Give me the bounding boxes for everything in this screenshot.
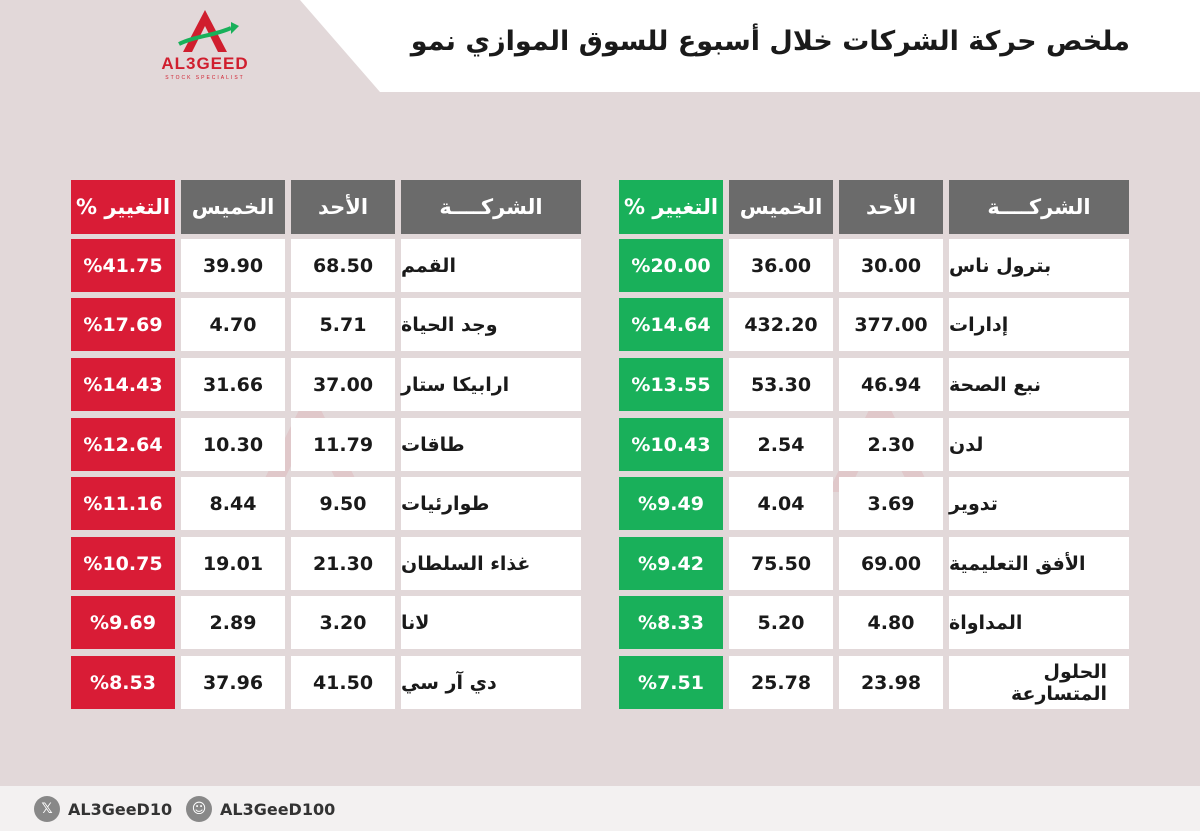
thursday-cell: 2.54 <box>729 418 833 471</box>
sunday-cell: 377.00 <box>839 298 943 351</box>
company-cell: المداواة <box>949 596 1129 649</box>
thursday-cell: 8.44 <box>181 477 285 530</box>
change-cell: %11.16 <box>71 477 175 530</box>
thursday-cell: 53.30 <box>729 358 833 411</box>
logo-subtitle: STOCK SPECIALIST <box>165 75 245 81</box>
company-cell: طوارئيات <box>401 477 581 530</box>
change-cell: %7.51 <box>619 656 723 709</box>
sunday-cell: 3.20 <box>291 596 395 649</box>
sunday-cell: 5.71 <box>291 298 395 351</box>
header-company: الشركــــة <box>949 180 1129 234</box>
snapchat-icon: ☺ <box>186 796 212 822</box>
thursday-cell: 36.00 <box>729 239 833 292</box>
thursday-cell: 75.50 <box>729 537 833 590</box>
thursday-cell: 39.90 <box>181 239 285 292</box>
company-cell: بترول ناس <box>949 239 1129 292</box>
thursday-cell: 25.78 <box>729 656 833 709</box>
x-handle: AL3GeeD10 <box>68 799 173 819</box>
change-cell: %9.42 <box>619 537 723 590</box>
header-thursday: الخميس <box>729 180 833 234</box>
company-cell: القمم <box>401 239 581 292</box>
change-cell: %14.43 <box>71 358 175 411</box>
thursday-cell: 37.96 <box>181 656 285 709</box>
change-cell: %41.75 <box>71 239 175 292</box>
change-cell: %14.64 <box>619 298 723 351</box>
thursday-cell: 10.30 <box>181 418 285 471</box>
sunday-cell: 3.69 <box>839 477 943 530</box>
company-cell: الحلول المتسارعة <box>949 656 1129 709</box>
sunday-cell: 30.00 <box>839 239 943 292</box>
header-sunday: الأحد <box>291 180 395 234</box>
header-sunday: الأحد <box>839 180 943 234</box>
company-cell: لانا <box>401 596 581 649</box>
change-cell: %8.53 <box>71 656 175 709</box>
change-cell: %10.43 <box>619 418 723 471</box>
sunday-cell: 46.94 <box>839 358 943 411</box>
thursday-cell: 4.70 <box>181 298 285 351</box>
logo-mark-icon <box>178 10 239 52</box>
sunday-cell: 21.30 <box>291 537 395 590</box>
company-cell: غذاء السلطان <box>401 537 581 590</box>
thursday-cell: 19.01 <box>181 537 285 590</box>
change-cell: %9.69 <box>71 596 175 649</box>
sunday-cell: 4.80 <box>839 596 943 649</box>
company-cell: وجد الحياة <box>401 298 581 351</box>
company-cell: تدوير <box>949 477 1129 530</box>
company-cell: لدن <box>949 418 1129 471</box>
change-cell: %10.75 <box>71 537 175 590</box>
company-cell: الأفق التعليمية <box>949 537 1129 590</box>
company-cell: نبع الصحة <box>949 358 1129 411</box>
header-change: التغيير % <box>71 180 175 234</box>
sunday-cell: 37.00 <box>291 358 395 411</box>
x-social[interactable]: 𝕏 AL3GeeD10 <box>34 796 172 822</box>
company-cell: إدارات <box>949 298 1129 351</box>
thursday-cell: 432.20 <box>729 298 833 351</box>
thursday-cell: 2.89 <box>181 596 285 649</box>
sunday-cell: 23.98 <box>839 656 943 709</box>
snapchat-social[interactable]: ☺ AL3GeeD100 <box>186 796 335 822</box>
logo-text: AL3GEED <box>161 54 249 73</box>
x-icon: 𝕏 <box>34 796 60 822</box>
change-cell: %8.33 <box>619 596 723 649</box>
sunday-cell: 68.50 <box>291 239 395 292</box>
header-thursday: الخميس <box>181 180 285 234</box>
snapchat-handle: AL3GeeD100 <box>220 799 336 819</box>
page-title: ملخص حركة الشركات خلال أسبوع للسوق الموا… <box>410 26 1130 57</box>
thursday-cell: 5.20 <box>729 596 833 649</box>
sunday-cell: 9.50 <box>291 477 395 530</box>
company-cell: ارابيكا ستار <box>401 358 581 411</box>
header-company: الشركــــة <box>401 180 581 234</box>
company-cell: دي آر سي <box>401 656 581 709</box>
change-cell: %13.55 <box>619 358 723 411</box>
footer: 𝕏 AL3GeeD10 ☺ AL3GeeD100 <box>0 786 1200 831</box>
change-cell: %9.49 <box>619 477 723 530</box>
sunday-cell: 2.30 <box>839 418 943 471</box>
thursday-cell: 4.04 <box>729 477 833 530</box>
header-change: التغيير % <box>619 180 723 234</box>
logo: AL3GEED STOCK SPECIALIST <box>150 6 260 92</box>
sunday-cell: 69.00 <box>839 537 943 590</box>
thursday-cell: 31.66 <box>181 358 285 411</box>
change-cell: %12.64 <box>71 418 175 471</box>
sunday-cell: 11.79 <box>291 418 395 471</box>
change-cell: %20.00 <box>619 239 723 292</box>
change-cell: %17.69 <box>71 298 175 351</box>
sunday-cell: 41.50 <box>291 656 395 709</box>
company-cell: طاقات <box>401 418 581 471</box>
